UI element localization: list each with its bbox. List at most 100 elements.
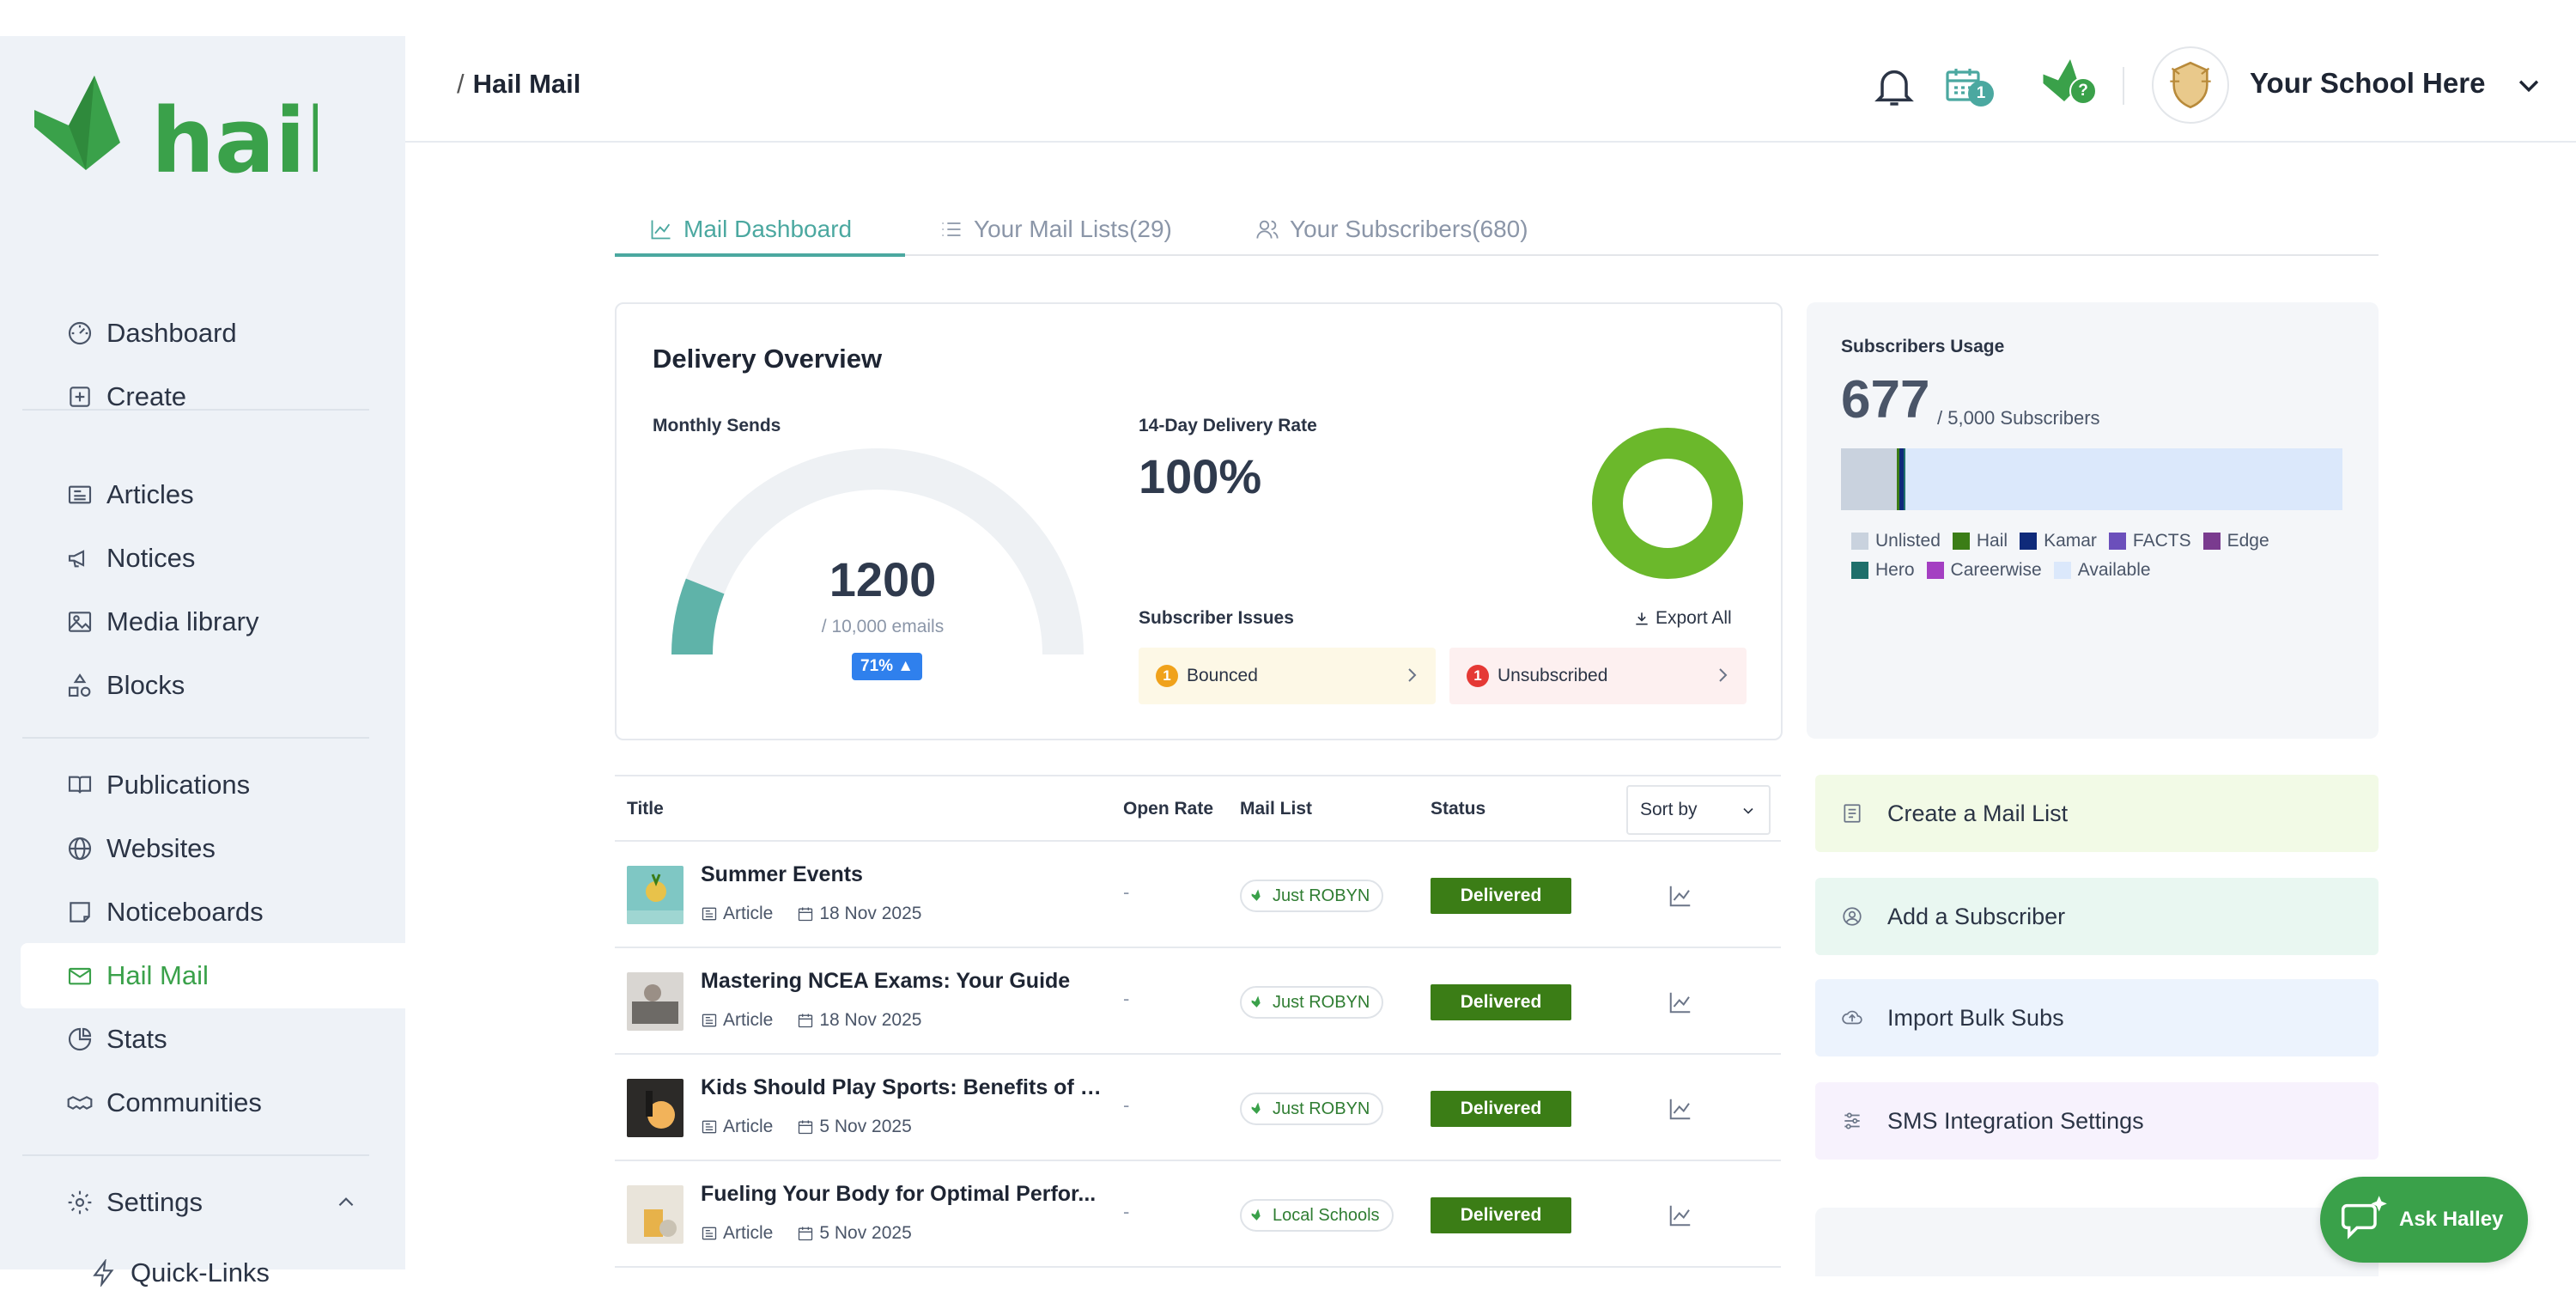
monthly-sends-limit: / 10,000 emails [821,617,945,636]
usage-segment-kamar [1899,448,1904,510]
sidebar-item-publications[interactable]: Publications [21,752,405,818]
sidebar-item-noticeboards[interactable]: Noticeboards [21,880,405,945]
sidebar-item-stats[interactable]: Stats [21,1007,405,1072]
sidebar-item-hail-mail[interactable]: Hail Mail [21,943,405,1008]
sidebar-item-label: Publications [106,770,251,800]
delivery-overview-card: Delivery Overview Monthly Sends 1200 / 1… [615,302,1783,740]
legend-item: Careerwise [1926,560,2042,581]
table-row[interactable]: Mastering NCEA Exams: Your Guide Article… [615,948,1781,1055]
chevron-up-icon[interactable] [335,1191,357,1214]
help-button[interactable]: ? [2040,53,2100,113]
stats-chart-icon[interactable] [1668,989,1693,1015]
row-open-rate: - [1123,988,1130,1009]
hail-bird-icon [1251,1102,1261,1114]
ask-halley-label: Ask Halley [2399,1208,2504,1231]
calendar-button[interactable]: 1 [1942,62,1997,113]
article-thumbnail [627,1079,683,1137]
row-type: Article [723,1117,774,1136]
sidebar-item-communities[interactable]: Communities [21,1070,405,1135]
sort-by-label: Sort by [1640,800,1698,819]
blocks-icon [65,671,94,700]
legend-item: FACTS [2108,531,2191,551]
legend-swatch [2202,533,2221,550]
article-icon [702,1014,717,1027]
legend-swatch [1851,562,1868,579]
mail-list-chip[interactable]: Local Schools [1240,1199,1394,1232]
school-crest-avatar[interactable] [2152,46,2229,124]
col-title[interactable]: Title [627,799,664,819]
school-name[interactable]: Your School Here [2250,67,2486,99]
table-row[interactable]: Kids Should Play Sports: Benefits of B..… [615,1055,1781,1161]
sidebar-item-create[interactable]: Create [21,364,405,429]
sidebar-item-websites[interactable]: Websites [21,816,405,881]
sidebar-item-label: Websites [106,833,216,863]
table-row[interactable]: Summer Events Article 18 Nov 2025 - Just… [615,842,1781,948]
create-mail-list-button[interactable]: Create a Mail List [1815,775,2379,852]
noticeboard-icon [65,898,94,927]
active-tab-indicator [615,253,905,257]
export-all-button[interactable]: Export All [1633,608,1732,629]
subscriber-issues-label: Subscriber Issues [1139,608,1294,628]
line-chart-icon [651,220,671,240]
row-title[interactable]: Summer Events [701,862,863,886]
crest-icon [2170,61,2211,109]
col-open-rate[interactable]: Open Rate [1123,799,1214,819]
import-bulk-subs-button[interactable]: Import Bulk Subs [1815,979,2379,1056]
sidebar-item-label: Media library [106,606,259,636]
sidebar-item-quick-links[interactable]: Quick-Links [21,1240,405,1306]
sidebar-item-notices[interactable]: Notices [21,526,405,591]
tab-subscribers[interactable]: Your Subscribers(680) [1255,204,1528,254]
stats-chart-icon[interactable] [1668,1202,1693,1228]
row-date: 5 Nov 2025 [819,1117,912,1136]
row-title[interactable]: Mastering NCEA Exams: Your Guide [701,969,1071,993]
bell-icon[interactable] [1870,62,1918,110]
sidebar-item-dashboard[interactable]: Dashboard [21,301,405,366]
hail-logo[interactable]: hail [34,76,318,187]
row-type: Article [723,1010,774,1030]
sidebar-item-media-library[interactable]: Media library [21,589,405,654]
row-meta: Article 5 Nov 2025 [701,1117,912,1137]
usage-value: 677 [1841,370,1930,429]
stats-chart-icon[interactable] [1668,883,1693,909]
article-icon [702,907,717,921]
articles-icon [65,480,94,509]
chevron-down-icon[interactable] [2514,70,2543,100]
delivery-rate-donut [1592,428,1743,579]
row-title[interactable]: Kids Should Play Sports: Benefits of B..… [701,1075,1113,1099]
sidebar-item-blocks[interactable]: Blocks [21,653,405,718]
col-status[interactable]: Status [1431,799,1486,819]
table-row[interactable]: Fueling Your Body for Optimal Perfor... … [615,1161,1781,1268]
unsubscribed-issue-button[interactable]: 1 Unsubscribed [1449,648,1747,704]
stats-chart-icon[interactable] [1668,1096,1693,1122]
mail-list-chip[interactable]: Just ROBYN [1240,1093,1384,1125]
bounced-count: 1 [1156,665,1178,687]
delivery-rate-value: 100% [1139,449,1262,503]
row-type: Article [723,1223,774,1243]
sidebar-item-settings[interactable]: Settings [21,1170,405,1235]
mail-list-chip[interactable]: Just ROBYN [1240,880,1384,912]
row-open-rate: - [1123,881,1130,903]
sidebar-item-articles[interactable]: Articles [21,462,405,527]
sidebar-item-label: Articles [106,479,194,509]
sms-integration-settings-button[interactable]: SMS Integration Settings [1815,1082,2379,1160]
add-subscriber-button[interactable]: Add a Subscriber [1815,878,2379,955]
mail-list-chip[interactable]: Just ROBYN [1240,986,1384,1019]
row-title[interactable]: Fueling Your Body for Optimal Perfor... [701,1182,1097,1206]
legend-swatch [1926,562,1944,579]
legend-label: Hero [1875,560,1915,580]
legend-item: Hero [1851,560,1915,581]
tab-mail-dashboard[interactable]: Mail Dashboard [649,204,852,254]
tab-label: Your Subscribers(680) [1290,216,1528,242]
col-mail-list[interactable]: Mail List [1240,799,1313,819]
bounced-issue-button[interactable]: 1 Bounced [1139,648,1436,704]
legend-label: Edge [2227,531,2269,551]
legend-item: Available [2053,560,2151,581]
tab-mail-lists[interactable]: Your Mail Lists(29) [939,204,1172,254]
usage-segment-hail [1897,448,1899,510]
ask-halley-button[interactable]: Ask Halley [2320,1177,2528,1263]
sliders-icon [1844,1112,1860,1129]
sidebar-item-label: Notices [106,543,196,573]
image-icon [65,607,94,636]
sort-by-select[interactable]: Sort by [1626,785,1771,835]
header-divider [2123,67,2124,105]
